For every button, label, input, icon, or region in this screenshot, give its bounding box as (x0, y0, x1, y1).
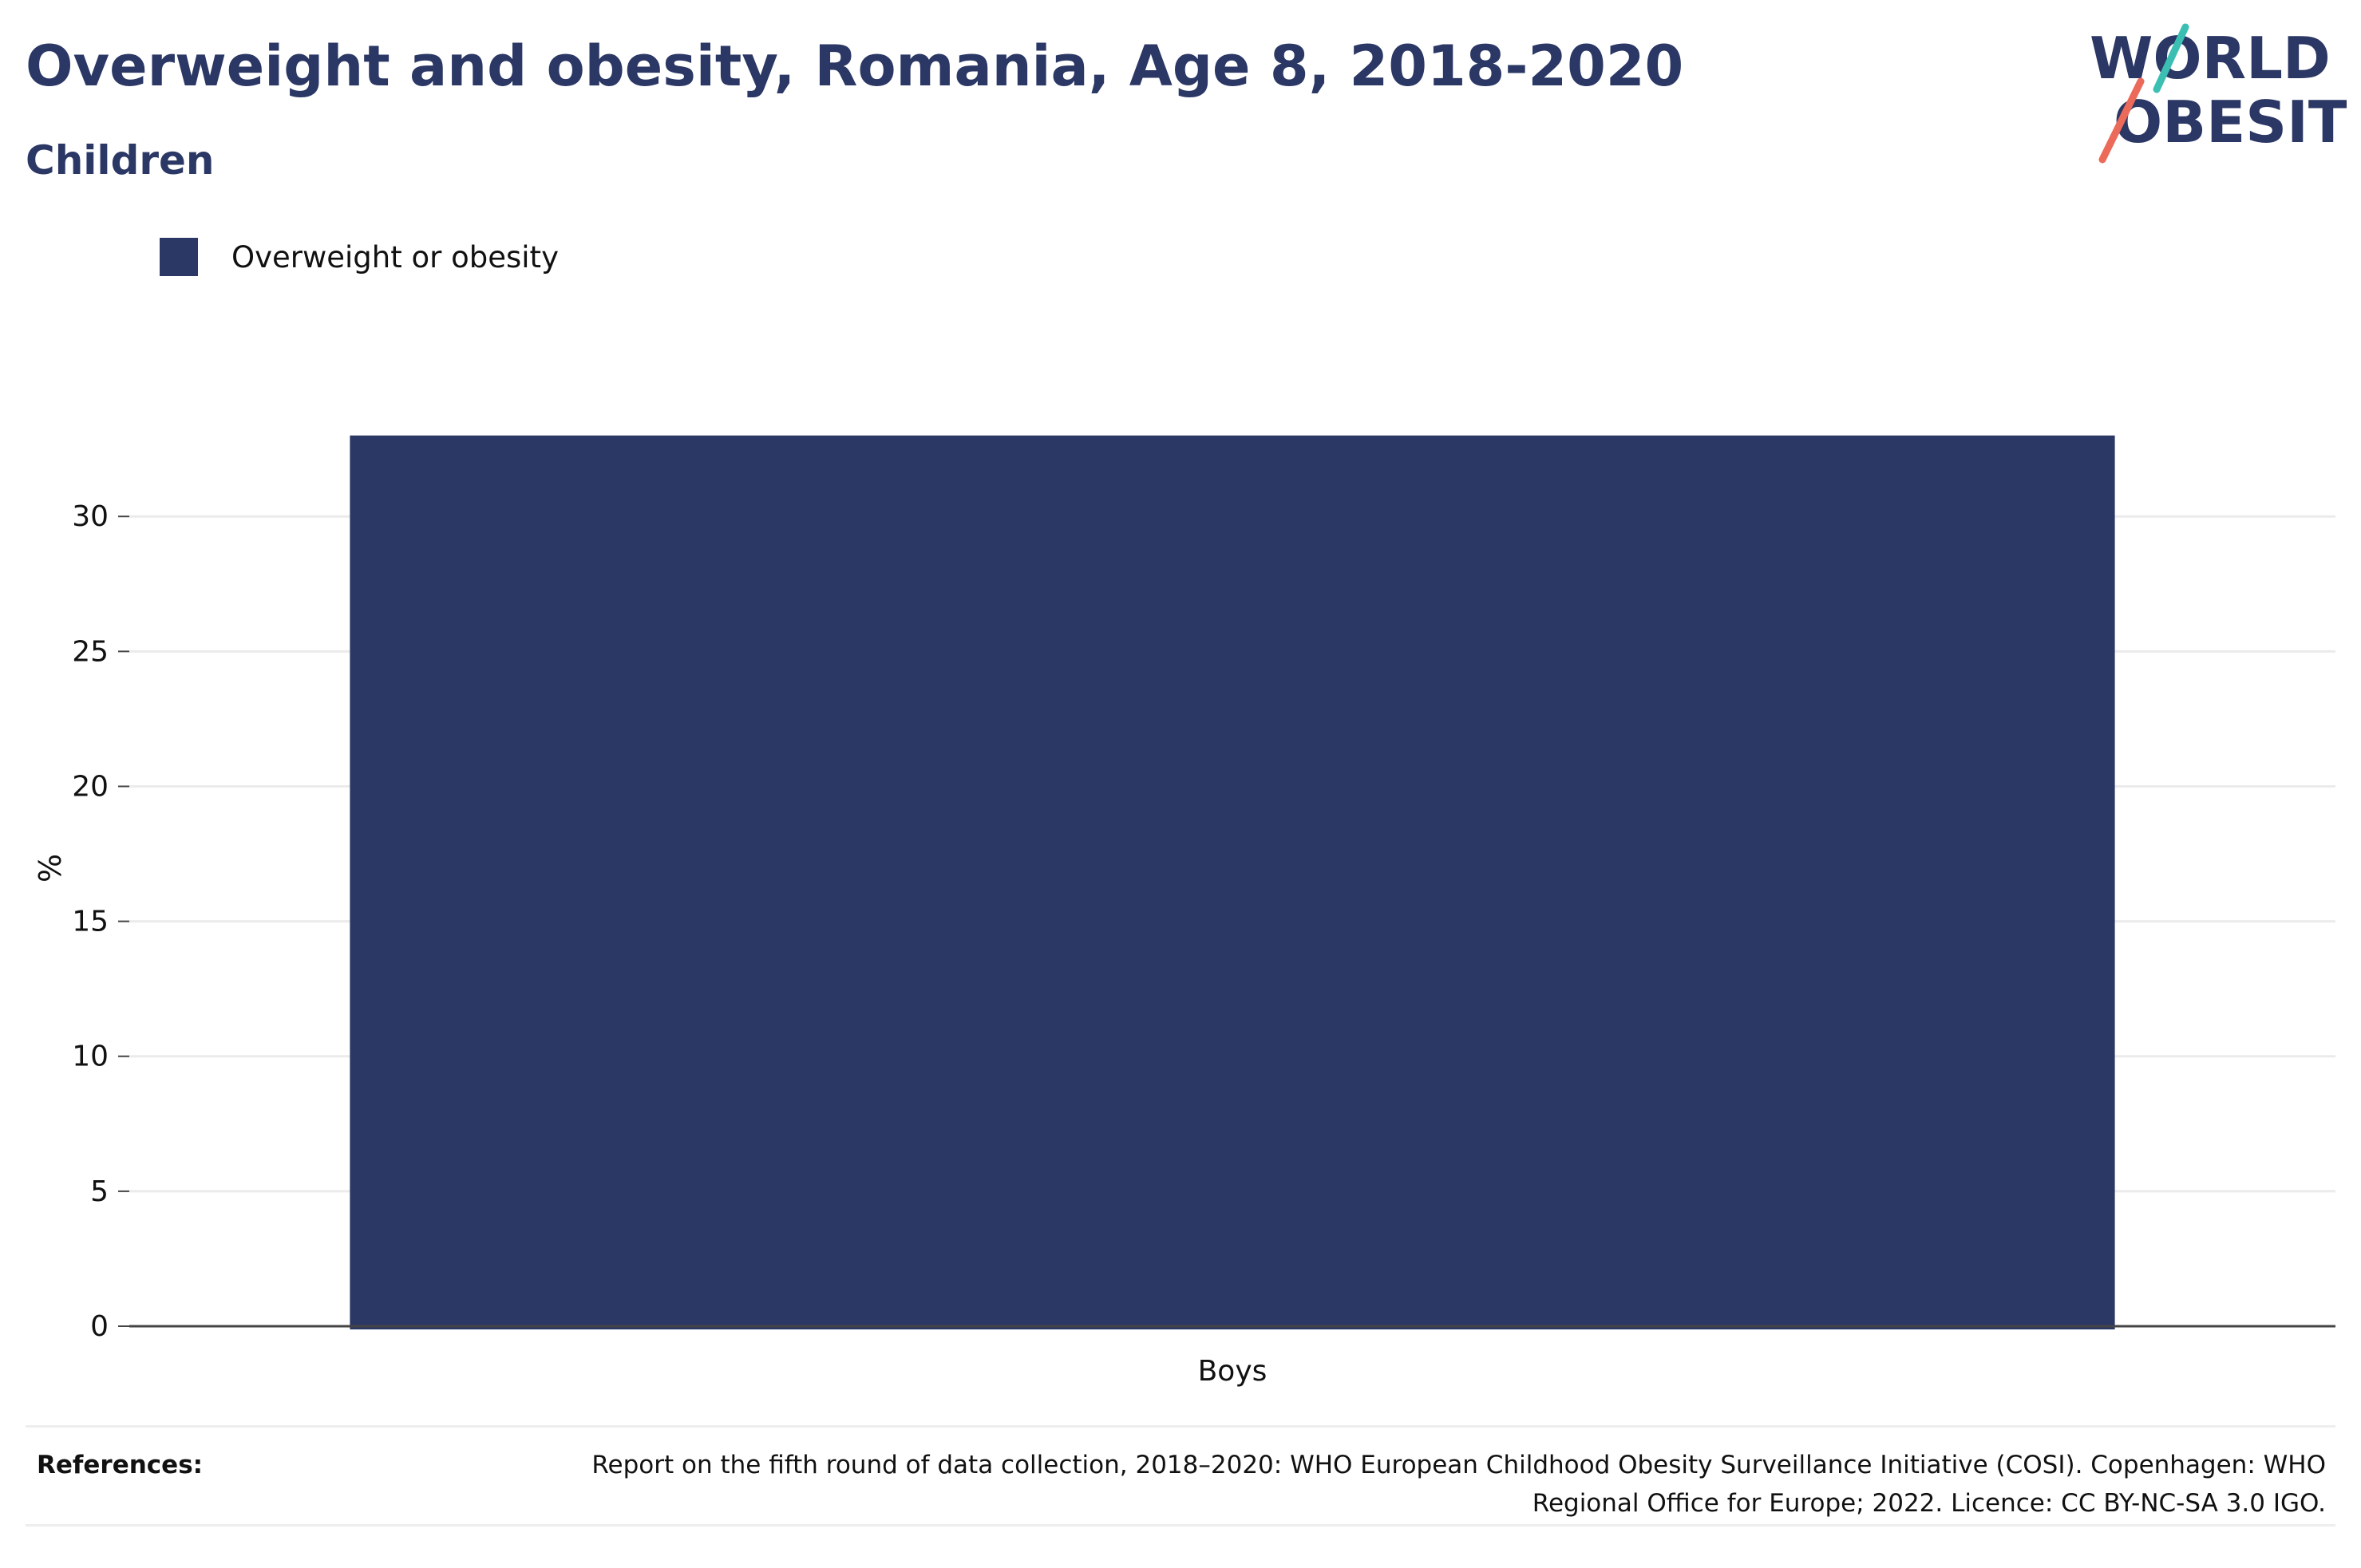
references-label: References: (37, 1451, 204, 1479)
y-tick-label: 15 (72, 906, 109, 938)
chart-title: Overweight and obesity, Romania, Age 8, … (26, 34, 1684, 99)
bar-boys[interactable] (350, 435, 2115, 1329)
chart-subtitle: Children (26, 137, 215, 184)
legend-label: Overweight or obesity (231, 239, 559, 274)
logo-line2: OBESITY (2114, 89, 2347, 156)
y-axis-title: % (33, 854, 68, 883)
logo-line1: WORLD (2090, 25, 2331, 92)
x-tick-label: Boys (1198, 1355, 1268, 1388)
logo-coral-stroke (2098, 77, 2145, 164)
references-divider-top (26, 1425, 2335, 1428)
y-tick-label: 10 (72, 1041, 109, 1073)
references-divider-bottom (26, 1524, 2335, 1527)
y-tick-label: 25 (72, 635, 109, 668)
y-tick-label: 5 (90, 1175, 109, 1208)
logo-teal-stroke (2153, 23, 2189, 93)
bar-chart: 0 5 10 15 20 25 30 Boys % (33, 435, 2335, 1388)
legend-swatch (160, 238, 198, 276)
references-text: Report on the fifth round of data collec… (591, 1451, 2326, 1518)
legend[interactable]: Overweight or obesity (160, 238, 559, 276)
world-obesity-logo: WORLD OBESITY (2090, 23, 2347, 164)
y-tick-label: 30 (72, 500, 109, 533)
y-tick-label: 0 (90, 1310, 109, 1343)
y-tick-label: 20 (72, 770, 109, 803)
